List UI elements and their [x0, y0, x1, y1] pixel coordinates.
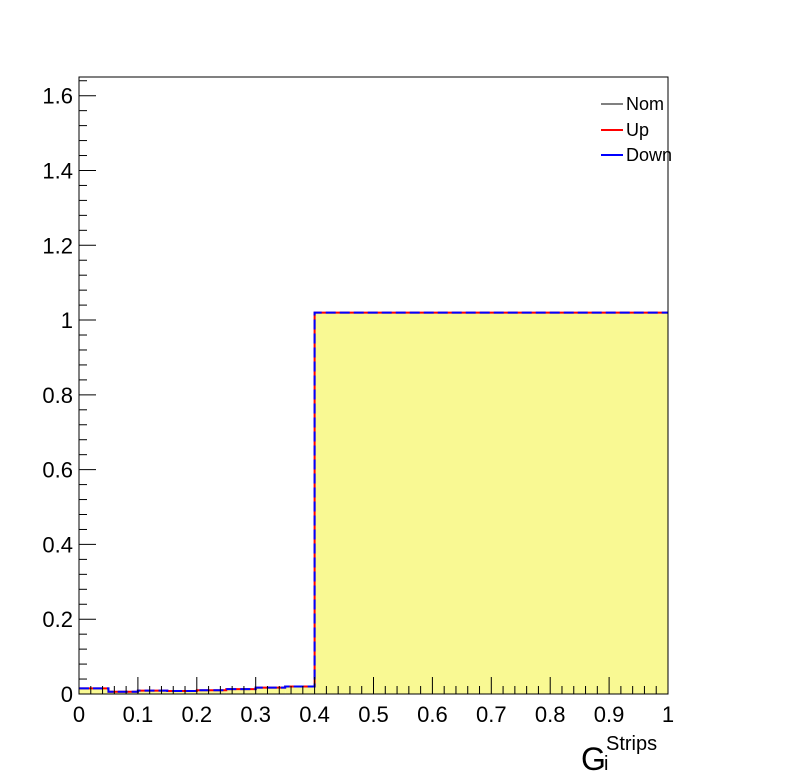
x-tick-label: 0.6 — [417, 702, 448, 727]
y-tick-label: 1 — [61, 308, 73, 333]
x-tick-label: 0.7 — [476, 702, 507, 727]
ticks-layer: 0 0.1 0.2 0.3 0.4 0.5 0.6 0.7 0.8 0.9 1 0 0.2 0.4 0.6 0… — [42, 80, 674, 727]
y-tick-label: 0.8 — [42, 383, 73, 408]
legend: Nom Up Down — [601, 94, 672, 165]
y-tick-label: 0.6 — [42, 458, 73, 483]
y-tick-label: 1.6 — [42, 84, 73, 109]
x-tick-label: 0.5 — [358, 702, 389, 727]
histogram-bin — [255, 687, 286, 694]
legend-label-nom: Nom — [626, 94, 664, 114]
x-tick-label: 0.9 — [594, 702, 625, 727]
y-tick-label: 1.4 — [42, 158, 73, 183]
x-tick-label: 0 — [73, 702, 85, 727]
x-tick-label: 0.1 — [123, 702, 154, 727]
y-tick-label: 1.2 — [42, 233, 73, 258]
series-line-down — [79, 311, 668, 693]
x-axis-label: G — [581, 741, 606, 772]
histogram-bin — [167, 691, 197, 694]
x-tick-label: 0.3 — [240, 702, 271, 727]
y-tick-label: 0 — [61, 682, 73, 707]
x-tick-label: 0.8 — [535, 702, 566, 727]
histogram-bin — [196, 690, 227, 694]
y-tick-label: 0.4 — [42, 532, 73, 557]
histogram-bin — [226, 689, 256, 694]
legend-label-down: Down — [626, 145, 672, 165]
legend-label-up: Up — [626, 120, 649, 140]
histogram-layer — [79, 311, 668, 694]
x-axis-title: G Strips i — [581, 733, 657, 772]
histogram-bin — [108, 691, 138, 694]
x-axis-label-superscript: Strips — [606, 733, 657, 755]
x-tick-label: 0.2 — [182, 702, 213, 727]
x-tick-label: 0.4 — [299, 702, 330, 727]
histogram-bin — [79, 688, 109, 694]
histogram-bin — [314, 312, 668, 694]
histogram-bin — [285, 686, 315, 694]
histogram-bin — [137, 690, 168, 694]
x-axis-label-subscript: i — [604, 753, 608, 772]
y-tick-label: 0.2 — [42, 607, 73, 632]
x-tick-label: 1 — [662, 702, 674, 727]
plot-frame — [78, 76, 669, 695]
